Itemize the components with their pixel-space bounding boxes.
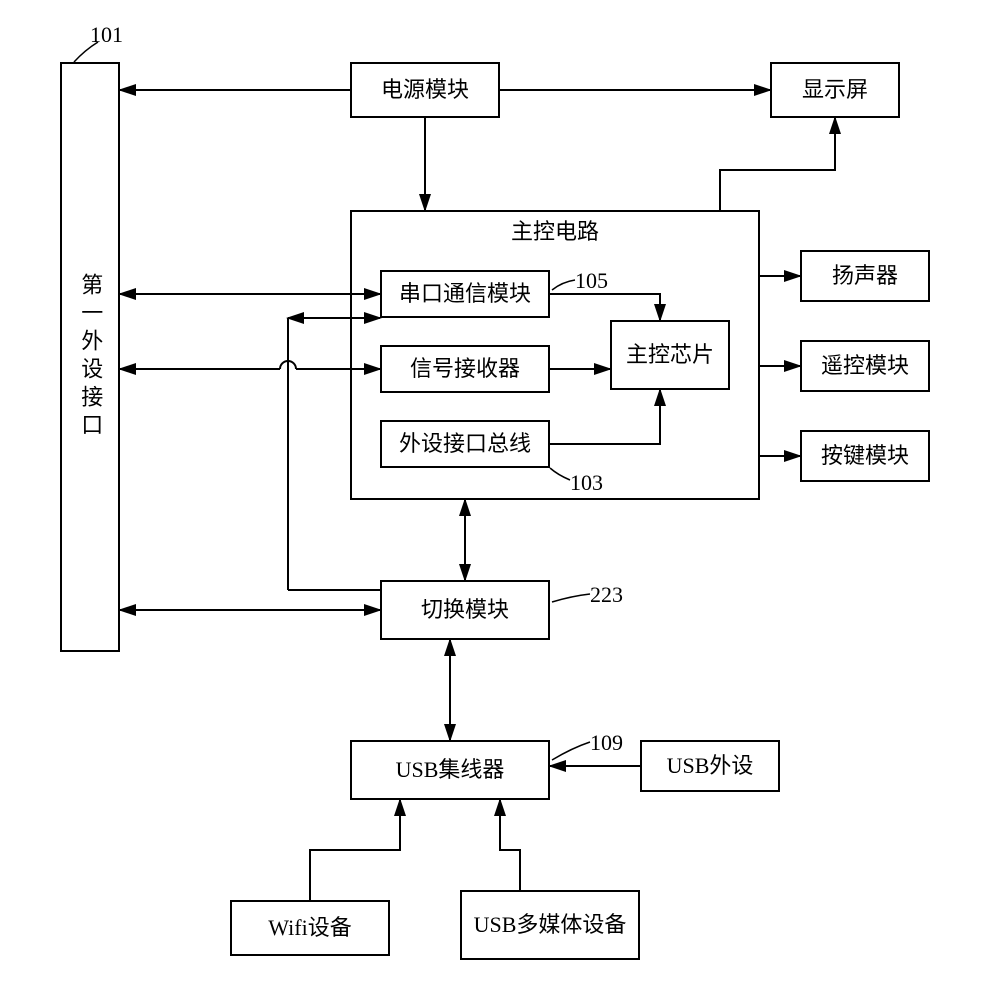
block-ext-interface: 第一外设接口 (60, 62, 120, 652)
block-main-chip: 主控芯片 (610, 320, 730, 390)
block-label: 按键模块 (821, 442, 909, 471)
block-serial-comm: 串口通信模块 (380, 270, 550, 318)
block-switch-module: 切换模块 (380, 580, 550, 640)
block-label: 外设接口总线 (399, 430, 531, 459)
block-label: USB集线器 (396, 756, 505, 785)
block-label: 主控芯片 (626, 341, 714, 370)
block-label: 遥控模块 (821, 352, 909, 381)
block-diagram-canvas: 第一外设接口 电源模块 显示屏 主控电路 串口通信模块 信号接收器 外设接口总线… (0, 0, 983, 1000)
block-label: 第一外设接口 (76, 273, 105, 441)
block-usb-peripheral: USB外设 (640, 740, 780, 792)
block-usb-multimedia: USB多媒体设备 (460, 890, 640, 960)
block-label: 信号接收器 (410, 355, 520, 384)
block-label: 电源模块 (381, 76, 469, 105)
block-usb-hub: USB集线器 (350, 740, 550, 800)
block-label: 显示屏 (802, 76, 868, 105)
ref-103: 103 (570, 470, 603, 496)
block-label: 扬声器 (832, 262, 898, 291)
diagram-wires (0, 0, 983, 1000)
block-remote-module: 遥控模块 (800, 340, 930, 392)
ref-101: 101 (90, 22, 123, 48)
ref-223: 223 (590, 582, 623, 608)
block-signal-receiver: 信号接收器 (380, 345, 550, 393)
block-peripheral-bus: 外设接口总线 (380, 420, 550, 468)
block-title: 主控电路 (511, 218, 599, 247)
block-label: Wifi设备 (268, 914, 351, 943)
block-label: USB外设 (667, 752, 754, 781)
block-button-module: 按键模块 (800, 430, 930, 482)
block-label: USB多媒体设备 (474, 911, 627, 940)
block-label: 串口通信模块 (399, 280, 531, 309)
block-label: 切换模块 (421, 596, 509, 625)
block-display: 显示屏 (770, 62, 900, 118)
ref-105: 105 (575, 268, 608, 294)
ref-109: 109 (590, 730, 623, 756)
block-wifi-device: Wifi设备 (230, 900, 390, 956)
block-speaker: 扬声器 (800, 250, 930, 302)
block-power-module: 电源模块 (350, 62, 500, 118)
